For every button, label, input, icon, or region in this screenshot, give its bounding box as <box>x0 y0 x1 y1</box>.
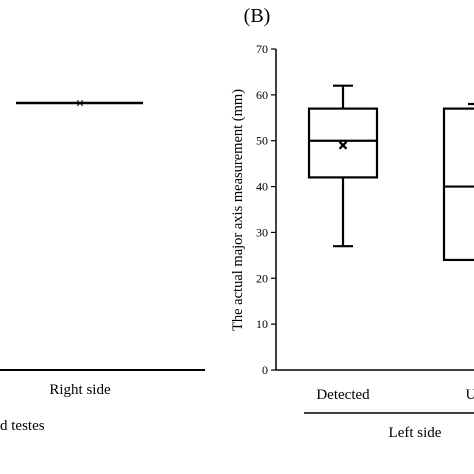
y-tick-label: 10 <box>256 317 268 331</box>
group-label: Left side <box>389 425 442 441</box>
left-panel: × Right side d testes <box>0 96 205 434</box>
left-panel-group-label: d testes <box>0 418 45 434</box>
y-tick-label: 50 <box>256 134 268 148</box>
mean-marker <box>338 141 348 150</box>
y-axis-title: The actual major axis measurement (mm) <box>230 89 246 331</box>
panel-label: (B) <box>244 5 271 27</box>
y-tick-label: 40 <box>256 180 268 194</box>
box-iqr <box>442 107 474 262</box>
mean-marker-stroke <box>338 141 348 150</box>
y-tick-label: 20 <box>256 271 268 285</box>
x-category-label: Detected <box>316 387 370 403</box>
y-tick-label: 60 <box>256 88 268 102</box>
box-iqr <box>307 107 379 179</box>
box-unc <box>442 102 474 262</box>
y-tick-label: 0 <box>262 363 268 377</box>
box-detected <box>307 84 379 248</box>
x-category-label: Unc <box>466 387 474 403</box>
y-ticks: 0 10 20 30 40 50 60 70 <box>256 42 276 377</box>
left-panel-mean-marker: × <box>76 96 85 112</box>
y-tick-label: 30 <box>256 225 268 239</box>
panel-b: (B) The actual major axis measurement (m… <box>230 5 474 441</box>
box-plots <box>307 84 474 262</box>
left-panel-category-label: Right side <box>49 382 111 398</box>
x-category-labels: Detected Unc <box>316 387 474 403</box>
y-tick-label: 70 <box>256 42 268 56</box>
